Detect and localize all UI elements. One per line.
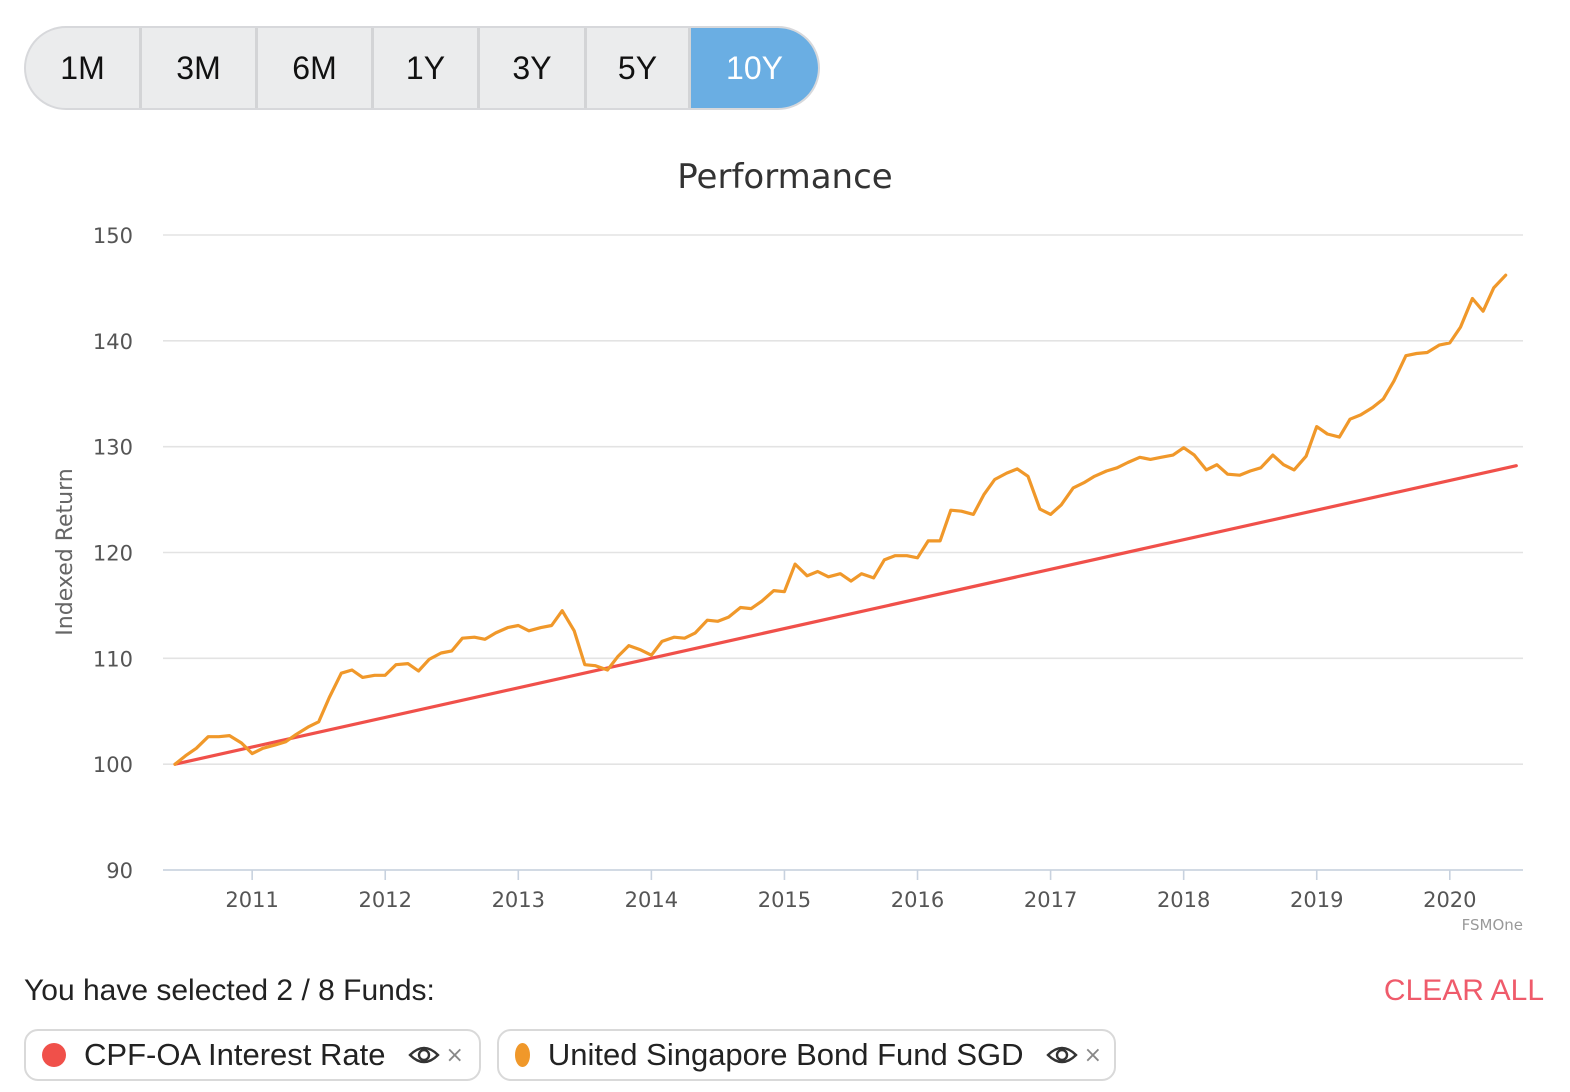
y-tick-label: 90: [106, 859, 133, 883]
y-axis-ticks: 90 100 110 120 130 140 150: [93, 224, 133, 883]
series-layer: [173, 273, 1518, 766]
x-tick-label: 2016: [891, 888, 944, 912]
y-tick-label: 100: [93, 753, 133, 777]
fund-chip-united-singapore-bond: United Singapore Bond Fund SGD ×: [497, 1029, 1116, 1081]
y-axis-title: Indexed Return: [53, 468, 78, 635]
x-tick-label: 2018: [1157, 888, 1210, 912]
clear-all-button[interactable]: CLEAR ALL: [1383, 974, 1544, 1007]
x-tick-label: 2014: [625, 888, 678, 912]
range-button-3m[interactable]: 3M: [142, 28, 258, 108]
chart-credit: FSMOne: [1462, 916, 1523, 934]
series-line-0: [173, 464, 1518, 766]
y-tick-label: 110: [93, 647, 133, 671]
x-axis: 2011 2012 2013 2014 2015 2016 2017 2018 2019 2020: [163, 869, 1523, 912]
x-tick-label: 2011: [225, 888, 278, 912]
close-icon[interactable]: ×: [1083, 1042, 1102, 1068]
range-button-10y[interactable]: 10Y: [691, 28, 818, 108]
range-button-3y[interactable]: 3Y: [480, 28, 587, 108]
eye-icon[interactable]: [407, 1044, 440, 1066]
range-button-1m[interactable]: 1M: [26, 28, 142, 108]
x-tick-label: 2012: [359, 888, 412, 912]
fund-chip-label: CPF-OA Interest Rate: [84, 1037, 386, 1072]
series-color-dot: [42, 1043, 66, 1067]
eye-icon[interactable]: [1045, 1044, 1078, 1066]
y-tick-label: 150: [93, 224, 133, 248]
fund-chip-cpf: CPF-OA Interest Rate ×: [24, 1029, 481, 1081]
range-button-6m[interactable]: 6M: [258, 28, 374, 108]
x-tick-label: 2019: [1290, 888, 1343, 912]
y-tick-label: 140: [93, 330, 133, 354]
x-tick-label: 2013: [492, 888, 545, 912]
y-tick-label: 130: [93, 436, 133, 460]
x-tick-label: 2020: [1423, 888, 1476, 912]
gridlines: [163, 234, 1523, 871]
close-icon[interactable]: ×: [445, 1042, 464, 1068]
series-color-dot: [515, 1043, 530, 1067]
chart-title: Performance: [677, 157, 892, 197]
x-tick-label: 2015: [758, 888, 811, 912]
time-range-selector: 1M 3M 6M 1Y 3Y 5Y 10Y: [24, 26, 820, 110]
y-tick-label: 120: [93, 542, 133, 566]
fund-chip-label: United Singapore Bond Fund SGD: [547, 1037, 1024, 1072]
range-button-5y[interactable]: 5Y: [587, 28, 691, 108]
selection-summary: You have selected 2 / 8 Funds:: [24, 974, 435, 1007]
x-tick-label: 2017: [1024, 888, 1077, 912]
range-button-1y[interactable]: 1Y: [374, 28, 480, 108]
series-line-1: [173, 273, 1508, 766]
